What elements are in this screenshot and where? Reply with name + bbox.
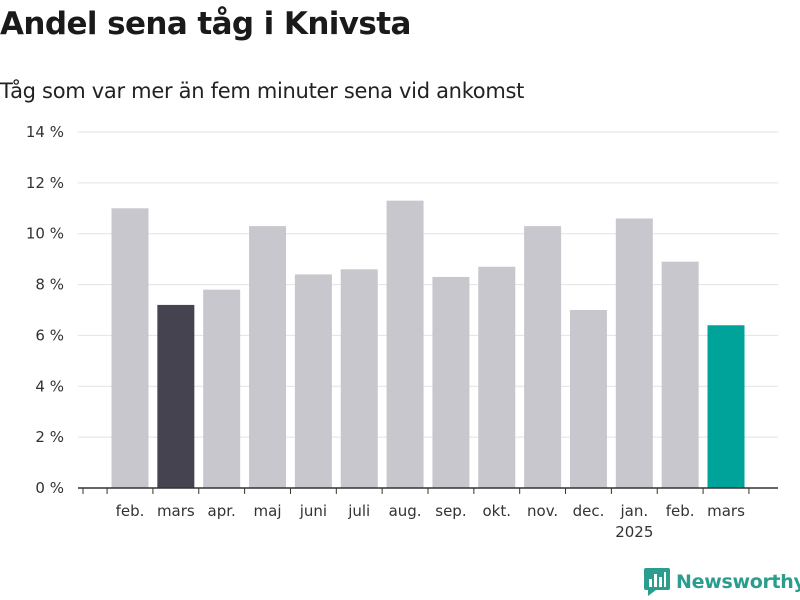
y-tick-label: 0 % bbox=[35, 479, 64, 497]
y-tick-label: 14 % bbox=[26, 123, 64, 141]
y-tick-label: 10 % bbox=[26, 225, 64, 243]
y-tick-label: 6 % bbox=[35, 326, 64, 344]
x-tick-label: mars bbox=[707, 502, 745, 520]
grid-lines bbox=[78, 131, 778, 438]
bar bbox=[478, 266, 516, 488]
x-axis bbox=[78, 487, 778, 494]
y-tick-label: 8 % bbox=[35, 276, 64, 294]
bar bbox=[157, 304, 195, 488]
bar bbox=[707, 325, 745, 488]
axis-labels: 0 % 2 % 4 % 6 % 8 % 10 % 12 % 14 % feb. mars apr. m… bbox=[26, 123, 745, 541]
bar bbox=[524, 226, 562, 489]
chart-subtitle: Tåg som var mer än fem minuter sena vid … bbox=[0, 79, 525, 103]
bar bbox=[615, 218, 653, 488]
y-tick-label: 2 % bbox=[35, 428, 64, 446]
bar bbox=[294, 274, 332, 488]
bars bbox=[111, 200, 745, 489]
bar-chart-speech-icon bbox=[644, 568, 670, 596]
y-tick-label: 12 % bbox=[26, 174, 64, 192]
x-tick-label: okt. bbox=[483, 502, 512, 520]
x-tick-label: nov. bbox=[527, 502, 558, 520]
bar-chart: 0 % 2 % 4 % 6 % 8 % 10 % 12 % 14 % feb. mars apr. m… bbox=[26, 123, 778, 541]
x-tick-label: jan. bbox=[619, 502, 648, 520]
bar bbox=[203, 289, 241, 488]
x-tick-label: apr. bbox=[208, 502, 236, 520]
bar bbox=[249, 226, 287, 489]
x-tick-label: juni bbox=[299, 502, 327, 520]
logo-text: Newsworthy bbox=[676, 571, 800, 593]
bar bbox=[386, 200, 424, 488]
x-tick-label: dec. bbox=[573, 502, 605, 520]
chart-title: Andel sena tåg i Knivsta bbox=[0, 6, 411, 42]
x-tick-label: feb. bbox=[116, 502, 145, 520]
bar bbox=[661, 261, 699, 488]
x-tick-label: aug. bbox=[389, 502, 422, 520]
x-tick-label: mars bbox=[157, 502, 195, 520]
x-tick-label: feb. bbox=[666, 502, 695, 520]
bar bbox=[111, 208, 149, 489]
x-tick-label: maj bbox=[254, 502, 282, 520]
x-tick-label: juli bbox=[347, 502, 370, 520]
y-tick-label: 4 % bbox=[35, 377, 64, 395]
x-tick-label: sep. bbox=[435, 502, 466, 520]
bar bbox=[432, 276, 470, 488]
bar bbox=[340, 269, 378, 488]
newsworthy-logo: Newsworthy bbox=[644, 568, 800, 596]
x-year-label: 2025 bbox=[615, 523, 653, 541]
bar bbox=[569, 310, 607, 488]
